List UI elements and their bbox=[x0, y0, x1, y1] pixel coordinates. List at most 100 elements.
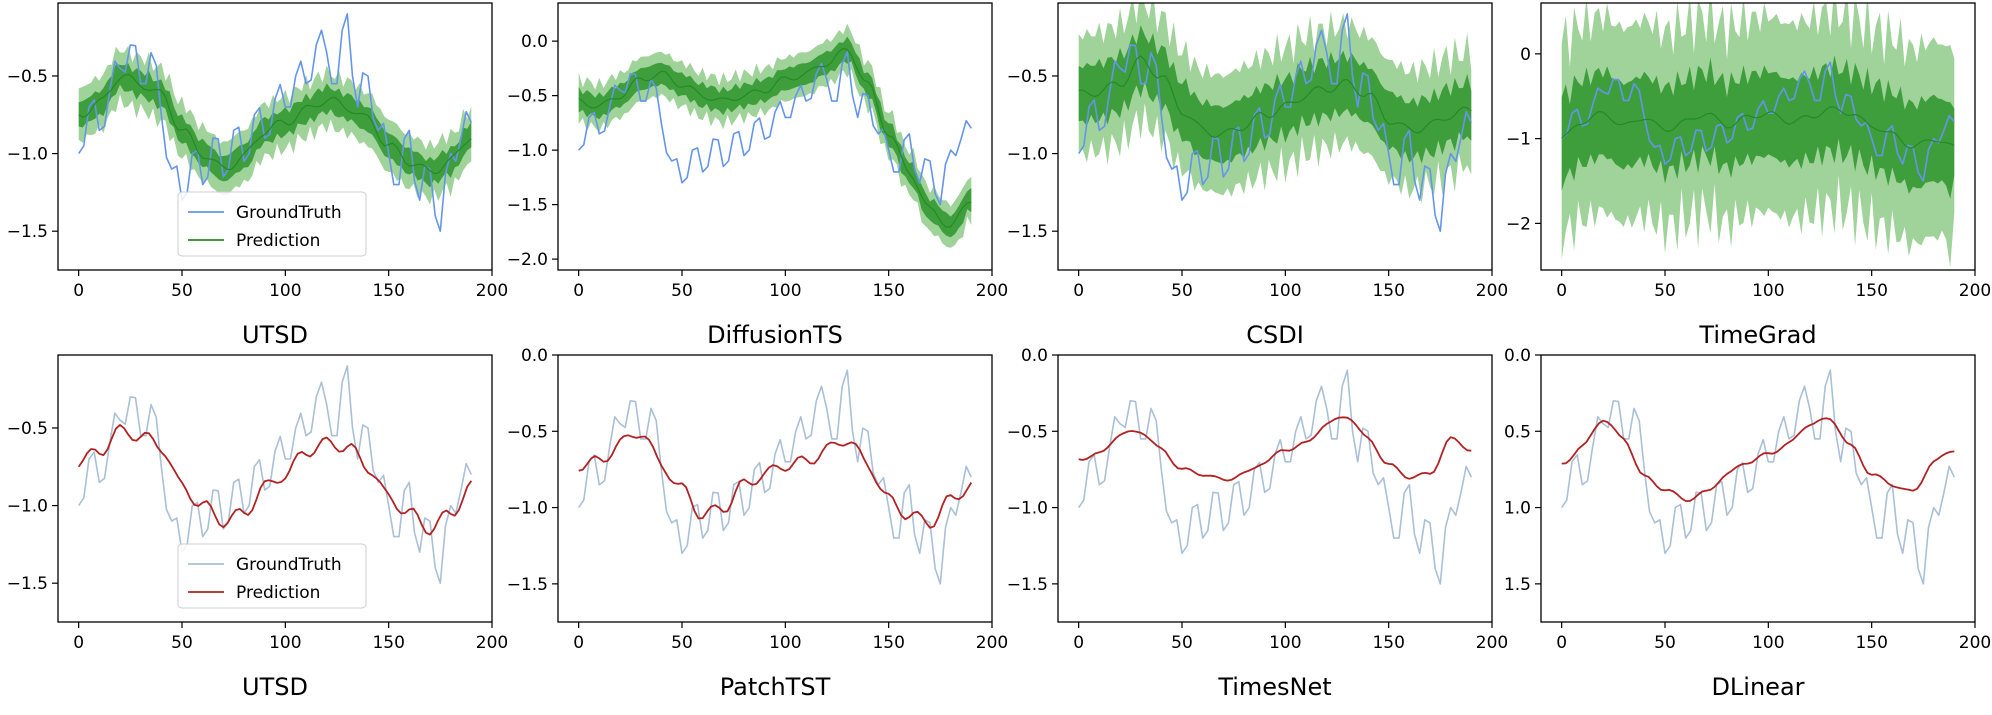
y-tick-label: 0 bbox=[1520, 45, 1531, 65]
chart-panel-7: 0 50 100 150 200 0.0 0.5 1.0 1.5 DLinear bbox=[1504, 346, 1991, 701]
y-tick-label: −0.5 bbox=[1007, 67, 1048, 87]
x-tick-label: 100 bbox=[769, 633, 801, 653]
legend-box bbox=[177, 543, 367, 609]
plot-area bbox=[1078, 369, 1473, 585]
legend-label: Prediction bbox=[236, 583, 320, 603]
x-tick-label: 50 bbox=[671, 633, 693, 653]
x-tick-label: 200 bbox=[976, 281, 1008, 301]
prediction-band-outer bbox=[578, 23, 972, 248]
series-groundtruth bbox=[78, 13, 473, 232]
y-tick-label: −1.5 bbox=[507, 575, 548, 595]
x-tick-label: 100 bbox=[1269, 281, 1301, 301]
plot-area bbox=[1078, 3, 1473, 232]
series-prediction bbox=[1561, 106, 1955, 149]
y-tick-label: −1.0 bbox=[507, 141, 548, 161]
x-tick-label: 100 bbox=[1752, 633, 1784, 653]
axes-frame bbox=[557, 2, 993, 271]
x-tick-label: 100 bbox=[1269, 633, 1301, 653]
series-groundtruth bbox=[578, 51, 972, 206]
legend-label: GroundTruth bbox=[236, 203, 342, 223]
y-tick-label: −1.5 bbox=[1007, 575, 1048, 595]
chart-panel-4: 0 50 100 150 200 −0.5 −1.0 −1.5 UTSD GroundTruth P… bbox=[7, 354, 508, 701]
y-tick-label: −1.0 bbox=[1007, 145, 1048, 165]
chart-title: PatchTST bbox=[720, 673, 831, 701]
series-prediction bbox=[578, 434, 973, 529]
x-tick-label: 50 bbox=[671, 281, 693, 301]
y-tick-label: 1.0 bbox=[1504, 499, 1531, 519]
chart-title: CSDI bbox=[1246, 321, 1304, 349]
series-prediction bbox=[578, 47, 972, 228]
axes-frame bbox=[1057, 354, 1493, 623]
x-tick-label: 200 bbox=[1959, 281, 1991, 301]
y-tick-label: 0.0 bbox=[1021, 346, 1048, 366]
axes-frame bbox=[1057, 2, 1493, 271]
y-tick-label: −2 bbox=[1506, 214, 1531, 234]
x-tick-label: 0 bbox=[73, 281, 84, 301]
x-tick-label: 0 bbox=[1073, 281, 1084, 301]
prediction-band-inner bbox=[1078, 25, 1472, 164]
series-groundtruth bbox=[578, 369, 973, 585]
y-tick-label: −0.5 bbox=[507, 422, 548, 442]
series-groundtruth bbox=[1078, 13, 1473, 232]
x-tick-label: 0 bbox=[73, 633, 84, 653]
y-tick-label: −1.0 bbox=[7, 497, 48, 517]
y-tick-label: −1.0 bbox=[1007, 499, 1048, 519]
series-prediction bbox=[1078, 55, 1472, 139]
x-tick-label: 100 bbox=[269, 633, 301, 653]
x-tick-label: 200 bbox=[1959, 633, 1991, 653]
x-tick-label: 100 bbox=[769, 281, 801, 301]
legend: GroundTruth Prediction bbox=[177, 543, 367, 609]
series-prediction bbox=[77, 424, 473, 536]
chart-panel-5: 0 50 100 150 200 0.0 −0.5 −1.0 −1.5 PatchTST bbox=[507, 346, 1009, 701]
x-tick-label: 200 bbox=[476, 281, 508, 301]
x-tick-label: 150 bbox=[1372, 281, 1404, 301]
plot-area bbox=[78, 13, 473, 232]
chart-panel-0: 0 50 100 150 200 −0.5 −1.0 −1.5 UTSD GroundTruth P… bbox=[7, 2, 508, 349]
axes-frame bbox=[57, 2, 493, 271]
axes-frame bbox=[1540, 2, 1976, 271]
x-tick-label: 0 bbox=[573, 281, 584, 301]
y-tick-label: 0.0 bbox=[521, 346, 548, 366]
x-tick-label: 100 bbox=[269, 281, 301, 301]
legend-label: GroundTruth bbox=[236, 555, 342, 575]
prediction-band-inner bbox=[578, 36, 972, 238]
series-groundtruth bbox=[1561, 369, 1956, 585]
x-tick-label: 150 bbox=[372, 281, 404, 301]
chart-title: DLinear bbox=[1711, 673, 1804, 701]
x-tick-label: 0 bbox=[1556, 281, 1567, 301]
series-prediction bbox=[78, 73, 472, 175]
legend-label: Prediction bbox=[236, 231, 320, 251]
y-tick-label: −0.5 bbox=[507, 87, 548, 107]
x-tick-label: 200 bbox=[1476, 633, 1508, 653]
y-tick-label: −2.0 bbox=[507, 250, 548, 270]
x-tick-label: 50 bbox=[171, 633, 193, 653]
plot-area bbox=[1561, 3, 1955, 268]
x-tick-label: 50 bbox=[1654, 281, 1676, 301]
x-tick-label: 200 bbox=[976, 633, 1008, 653]
plot-area bbox=[578, 369, 973, 585]
x-tick-label: 150 bbox=[872, 633, 904, 653]
y-tick-label: 0.5 bbox=[1504, 422, 1531, 442]
legend: GroundTruth Prediction bbox=[177, 191, 367, 257]
series-groundtruth bbox=[78, 365, 473, 584]
y-tick-label: −1 bbox=[1506, 130, 1531, 150]
y-tick-label: 0.0 bbox=[521, 32, 548, 52]
prediction-band-inner bbox=[78, 63, 472, 188]
chart-panel-2: 0 50 100 150 200 −0.5 −1.0 −1.5 CSDI bbox=[1007, 2, 1508, 349]
chart-title: TimeGrad bbox=[1698, 321, 1816, 349]
chart-panel-3: 0 50 100 150 200 0 −1 −2 TimeGrad bbox=[1506, 2, 1991, 349]
y-tick-label: −1.0 bbox=[507, 499, 548, 519]
chart-title: DiffusionTS bbox=[707, 321, 843, 349]
x-tick-label: 200 bbox=[476, 633, 508, 653]
plot-area bbox=[578, 23, 972, 248]
x-tick-label: 150 bbox=[1855, 281, 1887, 301]
plot-area bbox=[1561, 369, 1956, 585]
x-tick-label: 150 bbox=[1855, 633, 1887, 653]
y-tick-label: −0.5 bbox=[1007, 422, 1048, 442]
x-tick-label: 50 bbox=[1171, 281, 1193, 301]
y-tick-label: 1.5 bbox=[1504, 575, 1531, 595]
chart-title: UTSD bbox=[242, 673, 308, 701]
chart-title: TimesNet bbox=[1217, 673, 1331, 701]
y-tick-label: −0.5 bbox=[7, 419, 48, 439]
